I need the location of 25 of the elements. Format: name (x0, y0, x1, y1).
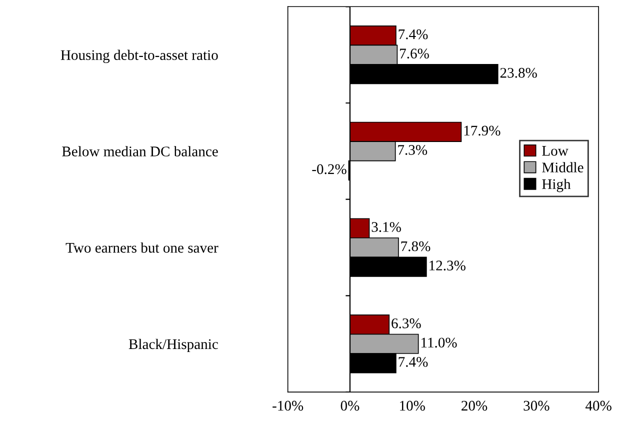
data-label: 6.3% (392, 318, 421, 328)
data-label: 23.8% (500, 68, 537, 78)
data-label: 7.3% (398, 144, 428, 155)
data-label: 7.4% (398, 29, 428, 40)
x-tick-label: -10% (272, 400, 304, 411)
data-label: 17.9% (464, 126, 500, 136)
x-tick-label: 40% (585, 400, 612, 411)
legend-label: Low (542, 146, 568, 156)
data-label: 7.8% (401, 241, 430, 252)
data-label: 3.1% (372, 222, 401, 232)
y-tick-label: Two earners but one saver (66, 242, 218, 253)
y-tick-label: Below median DC balance (62, 146, 218, 156)
legend-label: Middle (542, 162, 584, 172)
data-label: 7.4% (398, 356, 428, 367)
data-label: 7.6% (400, 48, 429, 59)
x-tick-label: 30% (524, 400, 550, 411)
data-label: 11.0% (421, 338, 457, 348)
x-tick-label: 0% (340, 400, 360, 411)
y-tick-label: Housing debt-to-asset ratio (60, 50, 218, 64)
data-label: -0.2% (312, 164, 346, 174)
legend-label: High (542, 178, 571, 192)
data-label: 12.3% (430, 260, 466, 271)
x-tick-label: 20% (462, 400, 488, 411)
y-tick-label: Black/Hispanic (128, 338, 218, 352)
x-tick-label: 10% (400, 400, 425, 411)
